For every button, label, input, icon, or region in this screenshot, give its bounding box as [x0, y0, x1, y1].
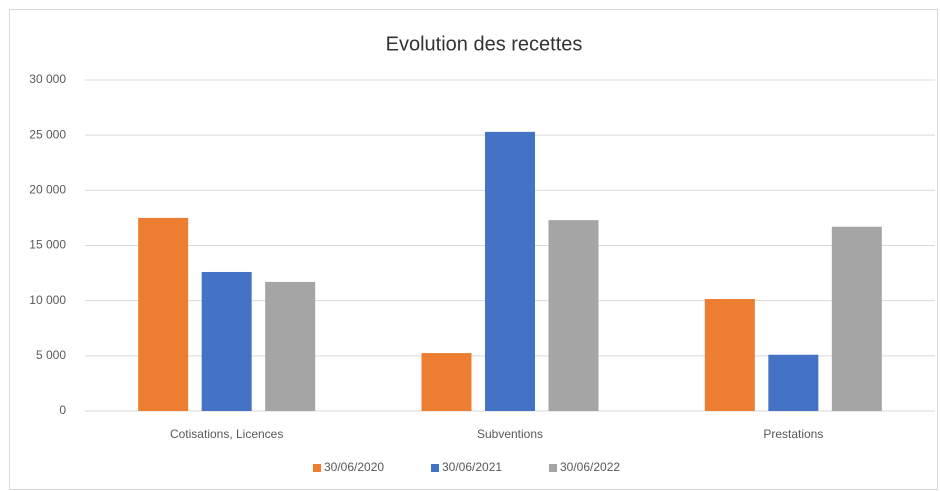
y-tick-label: 10 000 — [29, 293, 66, 307]
legend-label: 30/06/2021 — [442, 460, 502, 474]
bar — [265, 281, 316, 411]
bar — [201, 271, 252, 411]
bar — [485, 131, 535, 411]
bar — [704, 299, 755, 411]
bar — [768, 354, 819, 411]
legend-swatch — [313, 464, 321, 472]
legend-swatch — [431, 464, 439, 472]
y-tick-label: 15 000 — [29, 238, 66, 252]
bar — [421, 353, 472, 411]
x-tick-label: Prestations — [763, 427, 823, 441]
x-tick-label: Cotisations, Licences — [170, 427, 283, 441]
y-tick-label: 20 000 — [29, 183, 66, 197]
legend-swatch — [549, 464, 557, 472]
y-tick-label: 25 000 — [29, 127, 66, 141]
y-tick-label: 30 000 — [29, 72, 66, 86]
bar — [548, 220, 599, 411]
x-tick-label: Subventions — [477, 427, 543, 441]
legend-label: 30/06/2022 — [560, 460, 620, 474]
chart-title: Evolution des recettes — [386, 33, 583, 55]
legend-label: 30/06/2020 — [324, 460, 384, 474]
y-tick-label: 5 000 — [36, 348, 66, 362]
y-tick-label: 0 — [59, 403, 66, 417]
bar — [138, 217, 189, 411]
bar — [831, 226, 882, 411]
